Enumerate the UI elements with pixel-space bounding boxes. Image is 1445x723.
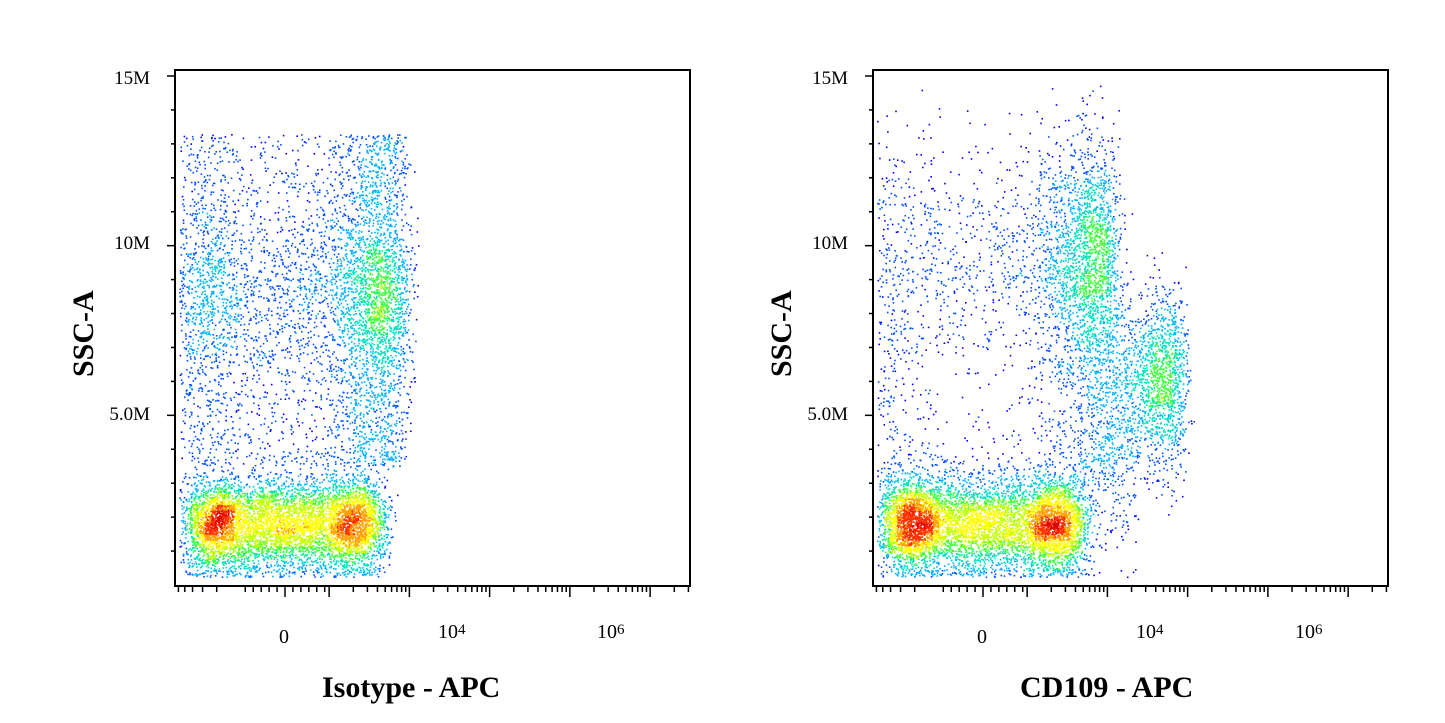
x-axis-label: CD109 - APC <box>1020 672 1193 704</box>
ytick-label: 5.0M <box>768 405 848 425</box>
plot-svg-cd109 <box>865 69 1389 597</box>
y-axis-label: SSC-A <box>67 290 100 377</box>
plot-frame <box>872 69 1389 587</box>
xtick-label: 104 <box>438 622 466 644</box>
plot-frame <box>174 69 691 587</box>
ytick-label: 5.0M <box>70 405 150 425</box>
plot-panel-cd109: 5.0M 10M 15M 0 104 106 CD109 - APC SSC-A <box>698 0 1420 723</box>
density-points <box>877 85 1195 579</box>
x-axis-label: Isotype - APC <box>322 672 500 704</box>
xtick-label: 104 <box>1136 622 1164 644</box>
xtick-label: 106 <box>597 622 625 644</box>
y-axis-label: SSC-A <box>765 290 798 377</box>
ytick-label: 10M <box>70 234 150 254</box>
plot-panel-isotype: 5.0M 10M 15M 0 104 106 Isotype - APC SSC… <box>0 0 722 723</box>
ytick-label: 10M <box>768 234 848 254</box>
xtick-label: 106 <box>1295 622 1323 644</box>
density-points <box>179 134 420 579</box>
xtick-label: 0 <box>977 627 987 647</box>
plot-svg-isotype <box>167 69 691 597</box>
ytick-label: 15M <box>768 69 848 89</box>
xtick-label: 0 <box>279 627 289 647</box>
ytick-label: 15M <box>70 69 150 89</box>
